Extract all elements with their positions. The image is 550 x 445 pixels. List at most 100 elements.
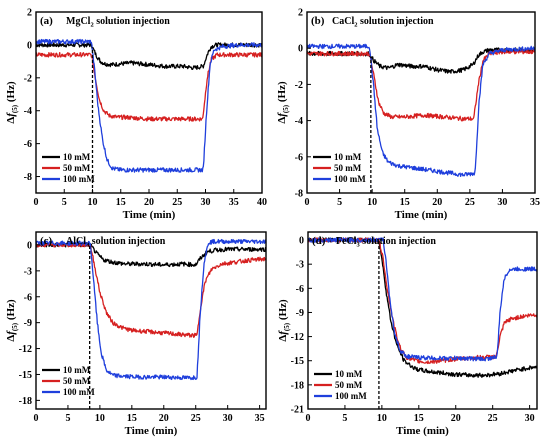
panel-label: (d) xyxy=(312,235,326,247)
y-tick-label: -4 xyxy=(295,116,303,127)
y-axis-label: Δf(5) (Hz) xyxy=(5,299,19,342)
x-tick-label: 20 xyxy=(159,413,169,424)
series-line-50-mm xyxy=(36,242,266,338)
x-tick-label: 5 xyxy=(342,413,347,424)
legend-label: 100 mM xyxy=(335,391,367,401)
plot-area xyxy=(307,43,535,178)
x-tick-label: 10 xyxy=(367,197,377,208)
y-tick-label: -3 xyxy=(296,260,304,271)
x-tick-label: 0 xyxy=(34,413,39,424)
x-tick-label: 15 xyxy=(414,413,424,424)
plot-area xyxy=(308,237,537,378)
x-tick-label: 5 xyxy=(62,197,67,208)
legend-label: 10 mM xyxy=(334,152,362,162)
y-tick-label: -4 xyxy=(24,106,32,117)
y-tick-label: 0 xyxy=(299,236,304,247)
panel-label: (a) xyxy=(40,15,53,27)
series-line-100-mm xyxy=(307,43,535,178)
x-tick-label: 30 xyxy=(497,197,507,208)
x-tick-label: 5 xyxy=(337,197,342,208)
x-axis-label: Time (min) xyxy=(395,209,448,221)
x-tick-label: 10 xyxy=(88,197,98,208)
series-line-50-mm xyxy=(308,237,537,365)
plot-frame xyxy=(35,231,267,410)
y-tick-label: -18 xyxy=(19,396,32,407)
y-tick-label: -6 xyxy=(24,292,32,303)
plot-frame xyxy=(306,11,536,194)
x-axis-label: Time (min) xyxy=(123,209,176,221)
plot-area xyxy=(36,238,266,381)
x-tick-label: 30 xyxy=(525,413,535,424)
x-axis-label: Time (min) xyxy=(396,425,449,437)
panel-title: (b) xyxy=(311,15,325,27)
y-tick-label: -6 xyxy=(296,284,304,295)
x-tick-label: 30 xyxy=(223,413,233,424)
panel-label: (b) xyxy=(311,15,325,27)
panel-title-text: FeCl3 solution injection xyxy=(336,236,436,249)
y-tick-label: -2 xyxy=(24,73,32,84)
plot-area xyxy=(36,38,262,173)
legend-label: 10 mM xyxy=(335,369,363,379)
y-tick-label: -15 xyxy=(19,370,32,381)
x-tick-label: 30 xyxy=(201,197,211,208)
x-tick-label: 20 xyxy=(432,197,442,208)
legend-label: 10 mM xyxy=(63,365,91,375)
x-tick-label: 0 xyxy=(306,413,311,424)
y-tick-label: 0 xyxy=(298,44,303,55)
y-tick-label: 2 xyxy=(27,8,32,19)
series-line-100-mm xyxy=(36,238,266,381)
y-tick-label: 2 xyxy=(298,8,303,19)
legend-label: 100 mM xyxy=(63,387,95,397)
x-tick-label: 5 xyxy=(65,413,70,424)
x-tick-label: 10 xyxy=(377,413,387,424)
x-tick-label: 25 xyxy=(465,197,475,208)
y-tick-label: -8 xyxy=(295,189,303,200)
x-tick-label: 15 xyxy=(116,197,126,208)
x-axis-label: Time (min) xyxy=(125,425,178,437)
panel-label: (c) xyxy=(40,235,53,247)
legend-label: 100 mM xyxy=(63,174,95,184)
plot-frame xyxy=(307,231,538,410)
x-tick-label: 0 xyxy=(305,197,310,208)
y-axis-label: Δf(5) (Hz) xyxy=(5,81,19,124)
y-axis-label: Δf(5) (Hz) xyxy=(276,81,290,124)
x-tick-label: 15 xyxy=(400,197,410,208)
y-tick-label: -8 xyxy=(24,172,32,183)
legend-label: 50 mM xyxy=(334,163,362,173)
x-tick-label: 35 xyxy=(255,413,265,424)
y-tick-label: -9 xyxy=(24,318,32,329)
y-tick-label: 0 xyxy=(27,240,32,251)
y-tick-label: -9 xyxy=(296,308,304,319)
legend-label: 10 mM xyxy=(63,152,91,162)
x-tick-label: 35 xyxy=(530,197,540,208)
series-line-50-mm xyxy=(36,51,262,122)
x-tick-label: 25 xyxy=(172,197,182,208)
y-tick-label: 0 xyxy=(27,40,32,51)
panel-c: 0 5 10 15 20 25 30 35 0 -3 -6 -9 -12 -15 -18 Time (min)… xyxy=(5,231,267,437)
x-tick-label: 25 xyxy=(191,413,201,424)
panel-title-text: CaCl2 solution injection xyxy=(332,16,434,29)
legend-label: 50 mM xyxy=(335,380,363,390)
panel-title-text: AlCl3 solution injection xyxy=(66,236,166,249)
y-tick-label: -12 xyxy=(291,332,304,343)
y-tick-label: -2 xyxy=(295,80,303,91)
x-tick-label: 40 xyxy=(257,197,267,208)
y-tick-label: -6 xyxy=(295,152,303,163)
legend-label: 100 mM xyxy=(334,174,366,184)
legend-label: 50 mM xyxy=(63,376,91,386)
x-tick-label: 20 xyxy=(451,413,461,424)
y-tick-label: -18 xyxy=(291,380,304,391)
y-tick-label: -21 xyxy=(291,405,304,416)
panel-title-text: MgCl2 solution injection xyxy=(66,16,170,29)
x-tick-label: 10 xyxy=(95,413,105,424)
series-line-100-mm xyxy=(308,237,537,362)
y-tick-label: -15 xyxy=(291,356,304,367)
y-tick-label: -6 xyxy=(24,139,32,150)
x-tick-label: 0 xyxy=(34,197,39,208)
